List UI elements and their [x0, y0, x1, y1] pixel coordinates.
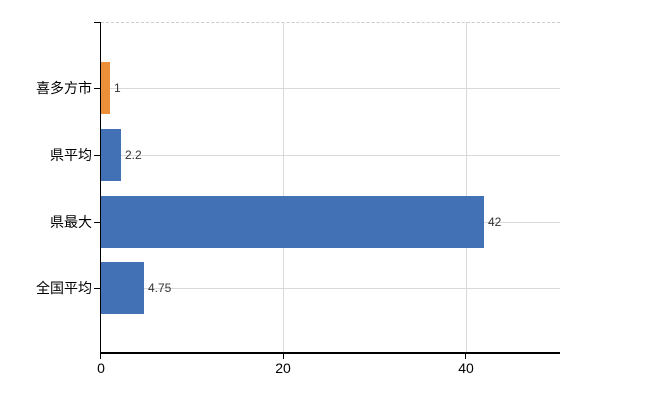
x-axis-line: [100, 352, 560, 354]
x-axis-tick: [100, 354, 101, 359]
h-gridline: [101, 88, 560, 89]
y-axis-line: [100, 22, 101, 353]
bar-value-label: 1: [114, 81, 121, 95]
y-axis-tick: [94, 22, 100, 23]
h-gridline: [101, 288, 560, 289]
bar: [101, 62, 110, 114]
x-axis-tick: [283, 354, 284, 359]
bar: [101, 262, 144, 314]
y-axis-tick: [94, 288, 100, 289]
x-tick-label: 20: [275, 360, 291, 376]
category-label: 県最大: [50, 214, 92, 230]
category-label: 全国平均: [36, 280, 92, 296]
bar-value-label: 4.75: [148, 281, 172, 295]
y-axis-tick: [94, 88, 100, 89]
v-gridline: [283, 22, 284, 353]
bar-value-label: 42: [488, 215, 502, 229]
x-tick-label: 0: [97, 360, 105, 376]
x-tick-label: 40: [458, 360, 474, 376]
x-axis-tick: [465, 354, 466, 359]
h-gridline: [101, 155, 560, 156]
plot-area: [101, 22, 560, 354]
bar-value-label: 2.2: [125, 148, 142, 162]
category-label: 県平均: [50, 147, 92, 163]
v-gridline: [466, 22, 467, 353]
category-label: 喜多方市: [36, 80, 92, 96]
bar: [101, 129, 121, 181]
y-axis-tick: [94, 155, 100, 156]
bar: [101, 196, 484, 248]
y-axis-tick: [94, 222, 100, 223]
